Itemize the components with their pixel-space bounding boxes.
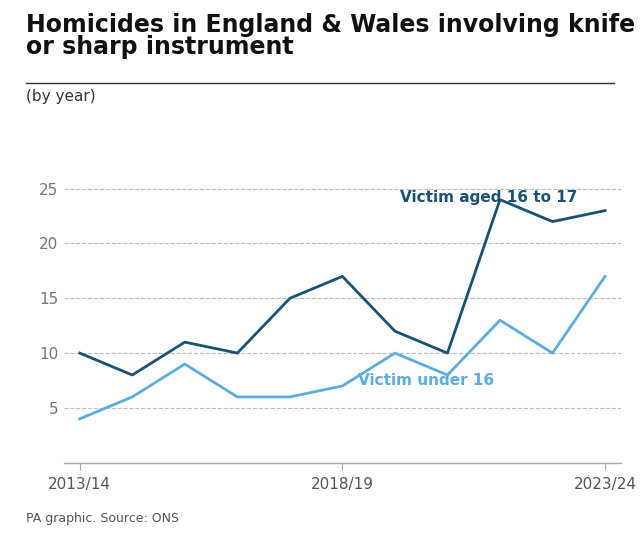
Text: PA graphic. Source: ONS: PA graphic. Source: ONS [26, 512, 179, 525]
Text: or sharp instrument: or sharp instrument [26, 35, 293, 59]
Text: Victim under 16: Victim under 16 [358, 373, 494, 388]
Text: (by year): (by year) [26, 89, 95, 104]
Text: Victim aged 16 to 17: Victim aged 16 to 17 [400, 190, 577, 205]
Text: Homicides in England & Wales involving knife: Homicides in England & Wales involving k… [26, 13, 635, 38]
